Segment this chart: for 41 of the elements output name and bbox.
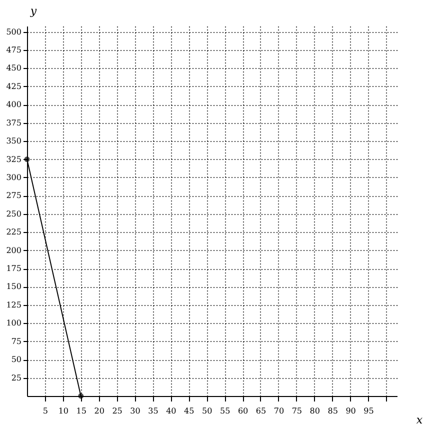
x-tick-label: 5 [42, 406, 48, 416]
y-tick-label: 25 [11, 373, 22, 382]
y-tick-label: 375 [6, 118, 22, 128]
y-tick-label: 275 [6, 191, 22, 200]
y-axis-title: y [29, 4, 38, 18]
y-tick-label: 225 [6, 228, 22, 237]
y-tick-label: 125 [6, 300, 22, 310]
y-tick-label: 425 [6, 82, 22, 91]
x-tick-label: 30 [130, 406, 140, 416]
x-tick-label: 20 [94, 406, 104, 416]
y-tick-label: 250 [6, 209, 22, 218]
y-tick-label: 350 [6, 136, 22, 146]
y-tick-label: 200 [6, 246, 22, 255]
x-tick-label: 65 [256, 406, 266, 416]
x-tick-label: 95 [364, 406, 374, 416]
y-tick-label: 175 [6, 264, 22, 274]
y-tick-label: 400 [6, 100, 22, 110]
y-tick-label: 100 [6, 318, 22, 328]
y-tick-label: 150 [6, 282, 22, 292]
x-tick-label: 40 [166, 406, 176, 416]
x-tick-label: 10 [58, 406, 69, 416]
x-tick-label: 80 [310, 406, 320, 416]
x-tick-label: 70 [274, 406, 284, 416]
y-tick-label: 300 [6, 172, 22, 182]
y-tick-label: 325 [6, 154, 22, 164]
y-tick-label: 50 [11, 355, 22, 364]
x-tick-label: 50 [202, 406, 212, 416]
x-tick-label: 15 [76, 406, 86, 416]
y-tick-label: 450 [6, 64, 22, 73]
x-tick-label: 60 [238, 406, 248, 416]
x-tick-label: 25 [112, 406, 122, 416]
x-tick-label: 90 [346, 406, 356, 416]
x-axis-title: x [416, 414, 424, 426]
x-tick-label: 75 [292, 406, 302, 416]
x-tick-label: 85 [328, 406, 338, 416]
x-tick-label: 55 [220, 406, 230, 416]
y-tick-label: 75 [11, 336, 22, 346]
x-tick-label: 35 [148, 406, 158, 416]
y-tick-label: 500 [6, 27, 22, 36]
y-tick-label: 475 [6, 46, 22, 55]
x-tick-label: 45 [184, 406, 194, 416]
